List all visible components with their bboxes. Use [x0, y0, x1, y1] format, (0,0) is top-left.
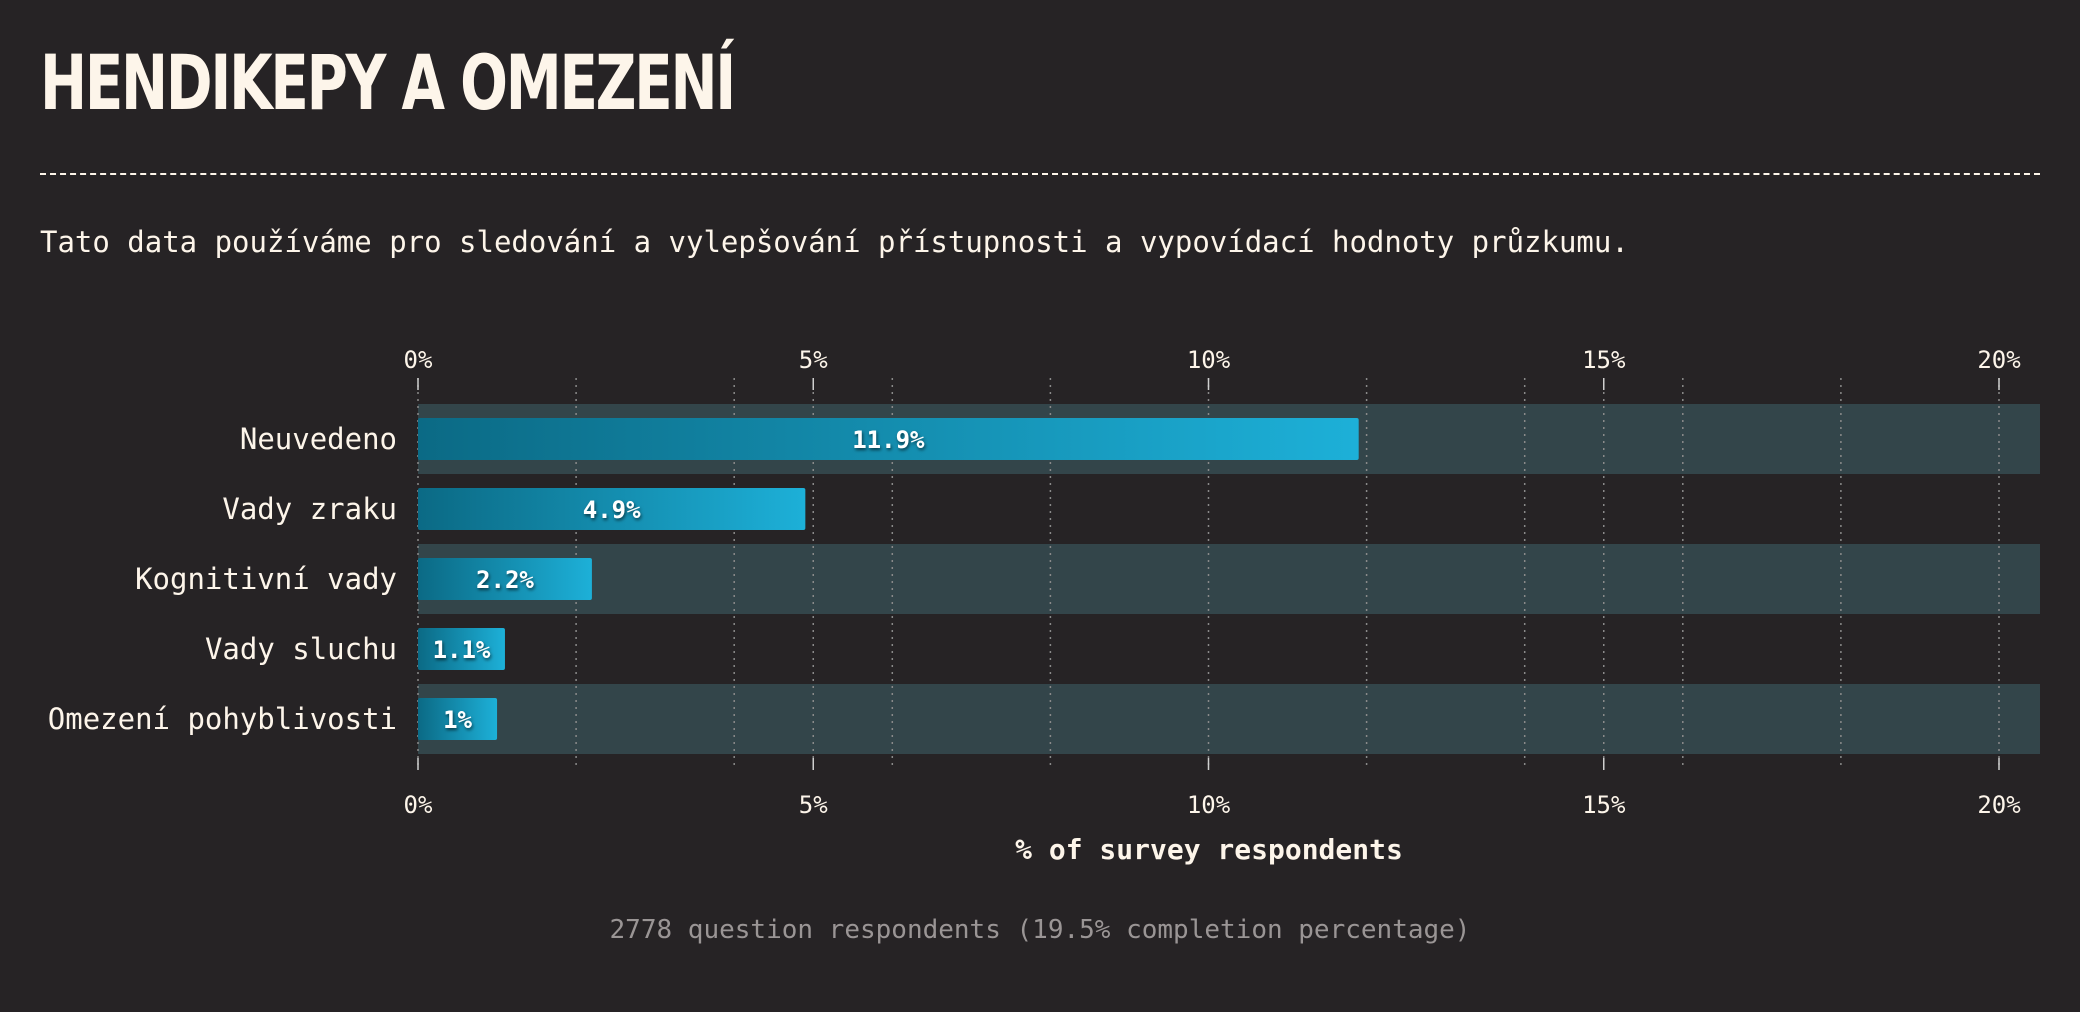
category-label: Neuvedeno — [240, 422, 397, 456]
bar — [418, 488, 806, 530]
category-label: Vady sluchu — [205, 632, 397, 666]
category-label: Vady zraku — [222, 492, 397, 526]
x-tick-label-top: 20% — [1977, 346, 2021, 374]
x-tick-label-top: 5% — [799, 346, 828, 374]
x-tick-label-bottom: 5% — [799, 791, 828, 819]
chart-description: Tato data používáme pro sledování a vyle… — [40, 225, 1629, 259]
category-label: Omezení pohyblivosti — [48, 702, 397, 736]
title-divider — [40, 173, 2040, 175]
respondents-footnote: 2778 question respondents (19.5% complet… — [609, 915, 1471, 945]
x-tick-label-bottom: 15% — [1582, 791, 1626, 819]
bar — [418, 698, 498, 740]
x-tick-label-top: 10% — [1187, 346, 1231, 374]
x-tick-label-top: 15% — [1582, 346, 1626, 374]
x-tick-label-bottom: 0% — [404, 791, 433, 819]
bar-value-label: 1% — [443, 706, 472, 734]
category-label: Kognitivní vady — [135, 562, 397, 596]
x-tick-label-bottom: 10% — [1187, 791, 1231, 819]
x-tick-label-bottom: 20% — [1977, 791, 2021, 819]
x-axis-title: % of survey respondents — [1015, 833, 1403, 866]
bar-value-label: 1.1% — [433, 636, 491, 664]
x-tick-label-top: 0% — [404, 346, 433, 374]
bar-value-label: 11.9% — [852, 426, 925, 454]
row-band — [418, 684, 2040, 754]
bar-value-label: 4.9% — [583, 496, 641, 524]
bar — [418, 558, 592, 600]
bar-value-label: 2.2% — [476, 566, 534, 594]
page-title: HENDIKEPY A OMEZENÍ — [40, 38, 736, 127]
bar — [418, 418, 1359, 460]
row-band — [418, 544, 2040, 614]
bar — [418, 628, 505, 670]
